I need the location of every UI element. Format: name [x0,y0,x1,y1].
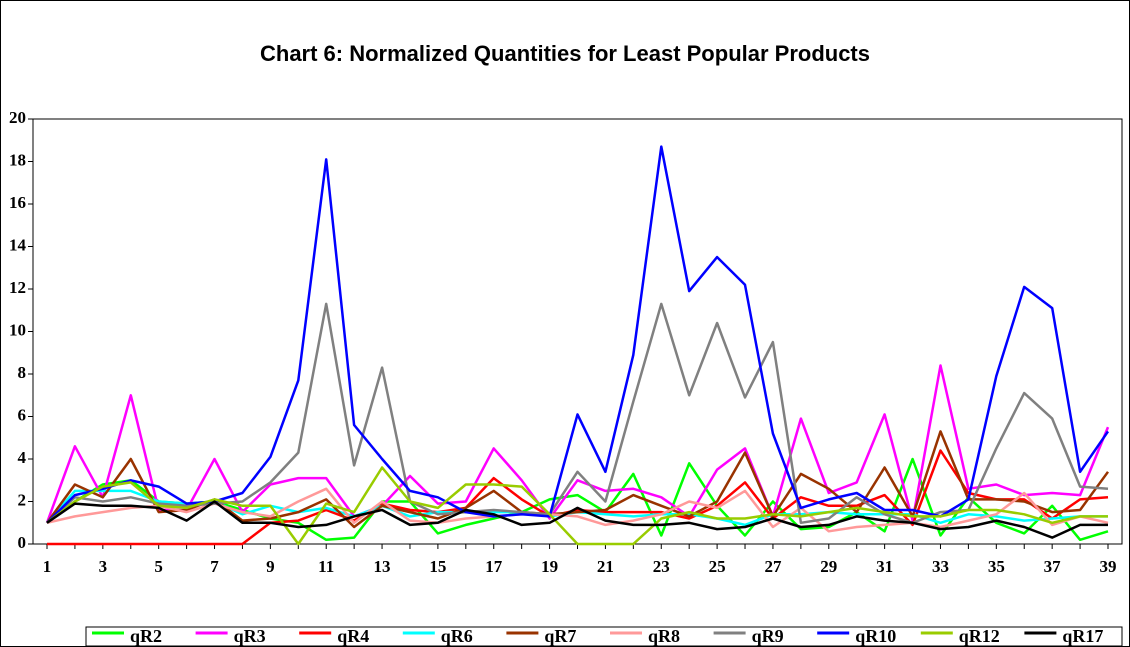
legend-label: qR3 [234,626,266,646]
x-tick-label: 19 [541,557,558,576]
x-tick-label: 3 [99,557,108,576]
x-tick-label: 25 [709,557,726,576]
series-line [46,487,1109,533]
legend-label: qR10 [855,626,896,646]
x-tick-label: 37 [1044,557,1062,576]
legend-label: qR17 [1062,626,1103,646]
x-tick-label: 15 [429,557,446,576]
x-tick-label: 7 [210,557,219,576]
legend-label: qR4 [337,626,369,646]
chart-title: Chart 6: Normalized Quantities for Least… [260,41,870,66]
y-tick-label: 16 [9,193,26,212]
series-line [46,145,1110,524]
y-tick-label: 10 [9,320,26,339]
x-tick-label: 5 [154,557,163,576]
y-tick-label: 0 [18,533,27,552]
series-line [46,466,1108,546]
x-tick-label: 17 [485,557,503,576]
series-line [47,449,1109,546]
x-tick-label: 33 [932,557,949,576]
x-tick-label: 13 [374,557,391,576]
legend-label: qR2 [130,626,162,646]
legend-box [85,626,1123,647]
x-tick-label: 35 [988,557,1005,576]
y-tick-label: 14 [9,235,27,254]
x-tick-label: 1 [43,557,52,576]
y-tick-label: 18 [9,150,26,169]
x-tick-label: 31 [876,557,893,576]
x-tick-label: 39 [1100,557,1117,576]
legend-label: qR6 [441,626,473,646]
legend-label: qR7 [544,626,576,646]
legend-label: qR9 [752,626,784,646]
x-tick-label: 21 [597,557,614,576]
x-tick-label: 23 [653,557,670,576]
y-tick-label: 12 [9,278,26,297]
y-tick-label: 20 [9,108,26,127]
x-tick-label: 27 [764,557,782,576]
x-tick-label: 9 [266,557,275,576]
legend-label: qR8 [648,626,680,646]
series-line [46,457,1109,542]
series-line [46,500,1108,539]
y-tick-label: 4 [18,448,27,467]
x-tick-label: 11 [318,557,334,576]
series-line [45,364,1110,524]
x-tick-label: 29 [820,557,837,576]
legend-label: qR12 [959,626,1000,646]
y-tick-label: 2 [18,490,27,509]
y-tick-label: 6 [18,405,27,424]
y-tick-label: 8 [18,363,27,382]
